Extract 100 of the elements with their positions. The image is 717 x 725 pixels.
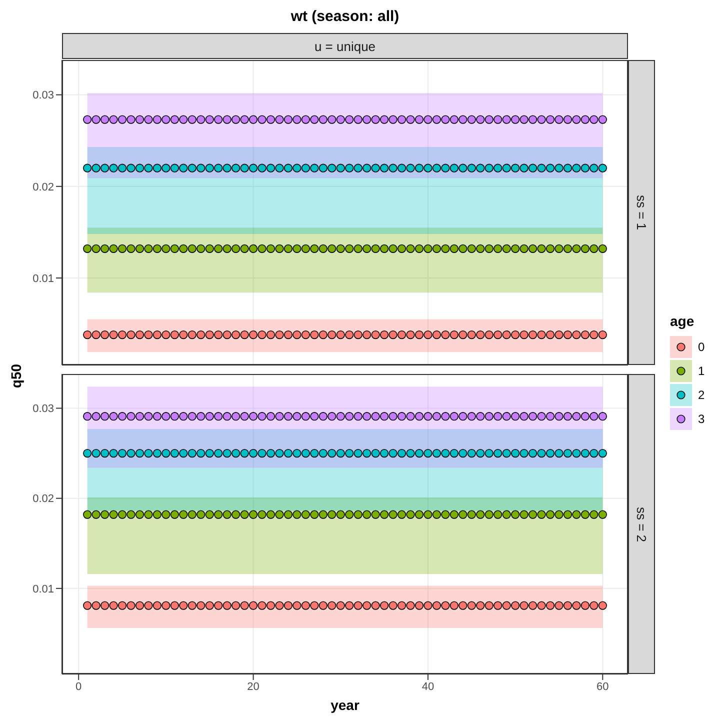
point — [284, 412, 293, 421]
point — [275, 412, 284, 421]
point — [162, 448, 170, 458]
point — [345, 244, 354, 253]
point — [528, 115, 538, 124]
point — [502, 330, 511, 340]
point — [554, 330, 564, 340]
point — [580, 115, 590, 124]
point — [240, 510, 249, 519]
point — [520, 164, 528, 172]
point — [284, 115, 293, 124]
point — [476, 164, 485, 172]
point — [328, 412, 336, 421]
point — [109, 448, 118, 458]
point — [240, 164, 249, 172]
point — [424, 115, 432, 124]
point — [292, 510, 302, 519]
point — [598, 330, 607, 340]
point — [354, 115, 362, 124]
point — [248, 510, 258, 519]
point — [441, 510, 450, 519]
point — [537, 412, 546, 421]
point — [537, 115, 546, 124]
point — [371, 412, 380, 421]
point — [152, 115, 162, 124]
point — [380, 164, 389, 172]
point — [292, 601, 302, 610]
point — [467, 510, 476, 519]
point — [362, 448, 372, 458]
point — [240, 448, 249, 458]
y-tick-label: 0.03 — [32, 90, 54, 102]
point — [266, 510, 276, 519]
point — [546, 601, 555, 610]
point — [572, 164, 581, 172]
point — [310, 601, 319, 610]
point — [520, 510, 528, 519]
x-tick-label: 0 — [76, 680, 82, 693]
point — [318, 244, 328, 253]
point — [554, 115, 564, 124]
point — [205, 330, 214, 340]
point — [318, 330, 328, 340]
point — [441, 164, 450, 172]
point — [563, 448, 572, 458]
point — [388, 412, 398, 421]
point — [336, 244, 345, 253]
point — [580, 244, 590, 253]
point — [179, 244, 188, 253]
point — [354, 601, 362, 610]
point — [240, 412, 249, 421]
point — [336, 448, 345, 458]
point — [258, 164, 266, 172]
point — [83, 412, 92, 421]
point — [511, 601, 520, 610]
point — [406, 510, 415, 519]
point — [92, 601, 100, 610]
point — [441, 412, 450, 421]
point — [572, 412, 581, 421]
point — [458, 244, 468, 253]
point — [301, 601, 310, 610]
point — [371, 510, 380, 519]
point — [214, 510, 223, 519]
point — [170, 601, 179, 610]
point — [109, 510, 118, 519]
point — [118, 510, 127, 519]
point — [432, 448, 442, 458]
point — [424, 330, 432, 340]
point — [92, 330, 100, 340]
point — [126, 448, 136, 458]
point — [310, 244, 319, 253]
point — [118, 244, 127, 253]
point — [484, 510, 494, 519]
point — [528, 601, 538, 610]
point — [554, 244, 564, 253]
point — [170, 412, 179, 421]
point — [100, 115, 110, 124]
point — [135, 164, 144, 172]
point — [222, 244, 232, 253]
point — [196, 448, 206, 458]
point — [266, 330, 276, 340]
point — [450, 510, 458, 519]
point — [467, 448, 476, 458]
y-axis-title: q50 — [8, 362, 24, 390]
point — [310, 510, 319, 519]
x-tick-label: 60 — [596, 680, 609, 693]
point — [179, 164, 188, 172]
point — [248, 115, 258, 124]
point — [345, 330, 354, 340]
point — [258, 448, 266, 458]
point — [414, 412, 424, 421]
point — [248, 330, 258, 340]
point — [345, 164, 354, 172]
point — [196, 412, 206, 421]
point — [537, 330, 546, 340]
point — [248, 601, 258, 610]
point — [546, 448, 555, 458]
point — [222, 448, 232, 458]
point — [520, 448, 528, 458]
point — [301, 412, 310, 421]
point — [511, 164, 520, 172]
point — [188, 412, 196, 421]
